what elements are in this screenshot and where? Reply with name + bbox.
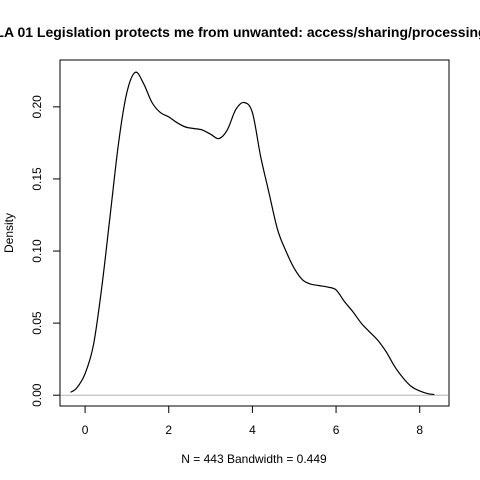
chart-title: LA 01 Legislation protects me from unwan…	[0, 24, 480, 40]
x-axis-label: N = 443 Bandwidth = 0.449	[181, 452, 327, 466]
x-axis: 0 2 4 6 8	[82, 405, 423, 437]
y-axis-label: Density	[2, 213, 16, 253]
x-tick-label: 8	[416, 423, 423, 437]
y-tick-label: 0.00	[30, 383, 44, 407]
density-curve	[70, 71, 435, 396]
y-axis: 0.00 0.05 0.10 0.15 0.20	[30, 95, 61, 407]
y-tick-label: 0.05	[30, 311, 44, 335]
y-tick-label: 0.20	[30, 95, 44, 119]
x-tick-label: 6	[333, 423, 340, 437]
x-tick-label: 0	[82, 423, 89, 437]
x-tick-label: 2	[165, 423, 172, 437]
plot-frame	[59, 59, 450, 407]
y-tick-label: 0.15	[30, 167, 44, 191]
y-tick-label: 0.10	[30, 239, 44, 263]
x-tick-label: 4	[249, 423, 256, 437]
